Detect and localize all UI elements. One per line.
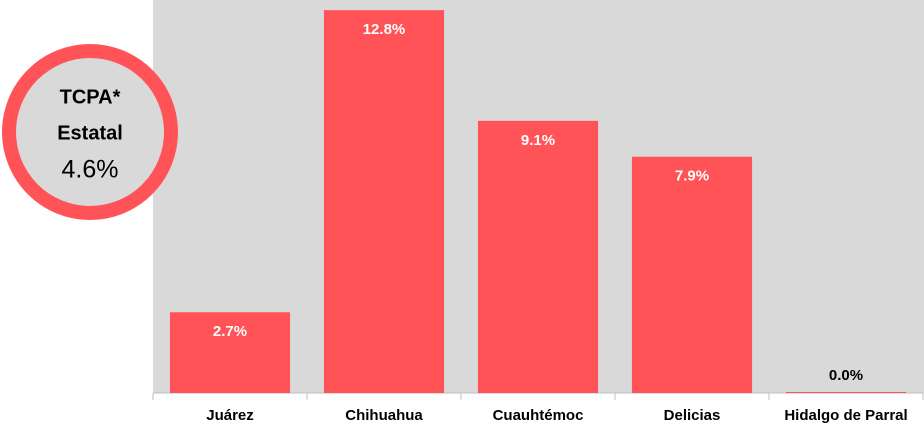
bar	[477, 120, 599, 393]
x-tick-label: Juárez	[206, 407, 254, 424]
bar	[785, 392, 907, 393]
bar	[631, 156, 753, 393]
value-label: 9.1%	[521, 132, 555, 149]
annotation-line: Estatal	[57, 122, 123, 144]
value-label: 7.9%	[675, 168, 709, 185]
x-tick-label: Cuauhtémoc	[493, 407, 584, 424]
annotation-circle	[2, 44, 178, 220]
annotation-line: TCPA*	[60, 86, 121, 108]
annotation-value: 4.6%	[62, 156, 119, 184]
x-tick-label: Chihuahua	[345, 407, 423, 424]
value-label: 0.0%	[829, 367, 863, 384]
value-label: 12.8%	[363, 21, 406, 38]
value-label: 2.7%	[213, 323, 247, 340]
bar	[323, 10, 445, 394]
x-tick-label: Delicias	[664, 407, 721, 424]
bar	[169, 312, 291, 393]
x-tick-label: Hidalgo de Parral	[784, 407, 907, 424]
